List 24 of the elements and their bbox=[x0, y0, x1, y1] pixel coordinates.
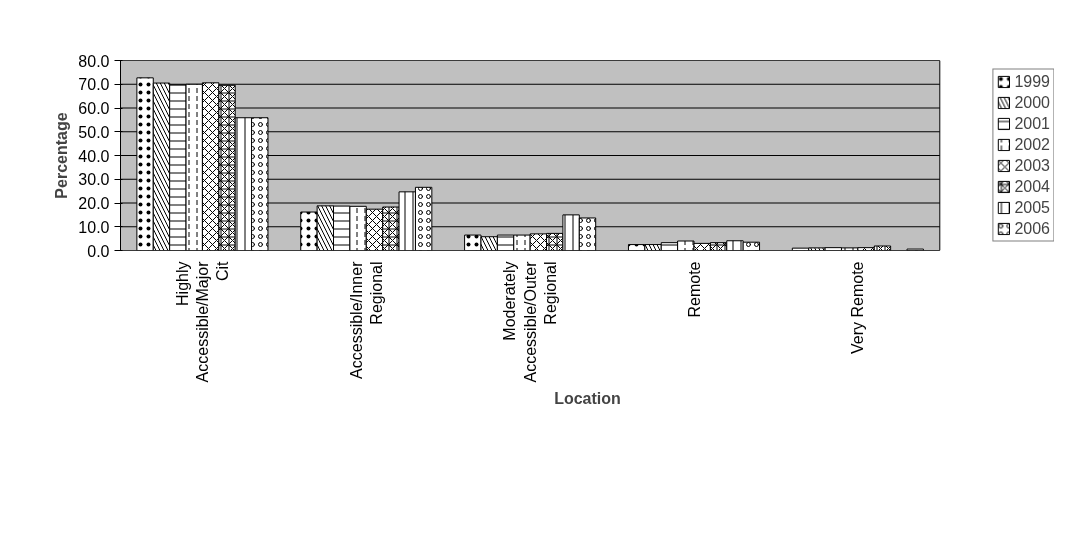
x-tick-label: Remote bbox=[685, 261, 703, 318]
legend-label: 2000 bbox=[1014, 93, 1050, 112]
legend-label: 2003 bbox=[1014, 156, 1050, 175]
legend-label: 1999 bbox=[1014, 72, 1050, 91]
x-tick-label: Highly Accessible/Major Cit bbox=[173, 260, 232, 383]
legend-label: 2001 bbox=[1014, 114, 1050, 133]
legend-label: 2005 bbox=[1014, 198, 1050, 217]
x-tick-label: Very Remote bbox=[849, 261, 867, 354]
y-tick-label: 30.0 bbox=[78, 171, 110, 189]
legend-label: 2002 bbox=[1014, 135, 1050, 154]
y-tick-label: 70.0 bbox=[78, 76, 110, 94]
y-tick-label: 50.0 bbox=[78, 123, 110, 141]
y-tick-label: 60.0 bbox=[78, 100, 110, 117]
y-tick-label: 80.0 bbox=[78, 52, 110, 70]
legend-label: 2006 bbox=[1014, 219, 1050, 238]
y-tick-label: 10.0 bbox=[78, 218, 110, 236]
legend-label: 2004 bbox=[1014, 177, 1050, 196]
x-tick-label: Accessible/Inner Regional bbox=[347, 260, 385, 379]
x-axis-title: Location bbox=[554, 390, 621, 408]
y-axis-title: Percentage bbox=[53, 112, 71, 199]
y-tick-label: 40.0 bbox=[78, 147, 110, 165]
y-tick-label: 0.0 bbox=[87, 242, 110, 260]
y-tick-label: 20.0 bbox=[78, 195, 110, 212]
x-tick-label: Moderately Accessible/Outer Regional bbox=[501, 260, 560, 383]
